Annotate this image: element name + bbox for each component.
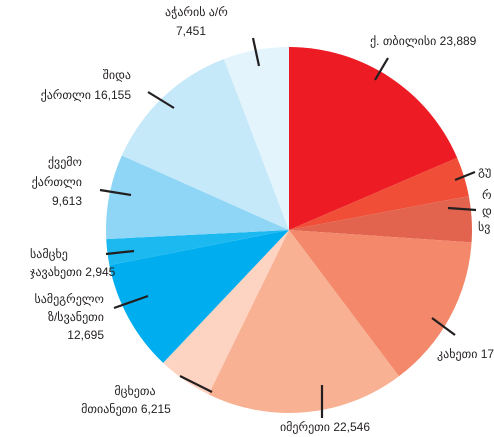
pie-slice [163, 230, 289, 395]
pie-slice [289, 47, 458, 230]
leader-line [251, 37, 261, 67]
slice-label: 7,451 [176, 24, 206, 38]
slice-label: ჯავახეთი 2,945 [30, 265, 116, 279]
leader-line [431, 317, 456, 336]
leader-line [99, 188, 132, 197]
slice-label: ქვემო [48, 155, 82, 169]
slice-label: სამეგრელო [34, 292, 104, 306]
pie-slice [106, 155, 289, 240]
leader-line [113, 294, 149, 310]
leader-line [105, 249, 135, 256]
slice-label: მცხეთა [114, 384, 155, 398]
slice-label: ქართლი [32, 175, 82, 189]
leader-line [147, 91, 175, 109]
slice-label: დ [482, 204, 492, 218]
leader-line [447, 206, 477, 212]
slice-label: 9,613 [52, 194, 82, 208]
slice-label: გუ [478, 164, 491, 178]
slice-label: კახეთი 17 [437, 347, 494, 361]
pie-slice [106, 230, 289, 266]
leader-line [374, 57, 389, 81]
pie-slice [289, 157, 469, 230]
pie-slice [109, 230, 289, 363]
leader-line [454, 170, 476, 182]
pie-slice [289, 196, 472, 243]
slice-label: ზ/სვანეთი [48, 310, 104, 324]
pie-slice [223, 47, 289, 230]
slice-label: მთიანეთი 6,215 [81, 402, 171, 416]
pie-slice [289, 230, 472, 377]
slice-label: სამცხე [30, 247, 68, 261]
slice-label: აჭარის ა/რ [165, 5, 228, 19]
slice-label: ქ. თბილისი 23,889 [370, 34, 477, 48]
slice-label: რ [482, 188, 492, 202]
leader-line [179, 375, 213, 393]
slice-label: 12,695 [67, 328, 104, 342]
slice-label: იმერეთი 22,546 [280, 420, 370, 434]
slice-label: სვ [478, 220, 490, 234]
slice-label: შიდა [103, 68, 131, 82]
pie-slice [208, 230, 399, 413]
slice-label: ქართლი 16,155 [41, 88, 132, 102]
